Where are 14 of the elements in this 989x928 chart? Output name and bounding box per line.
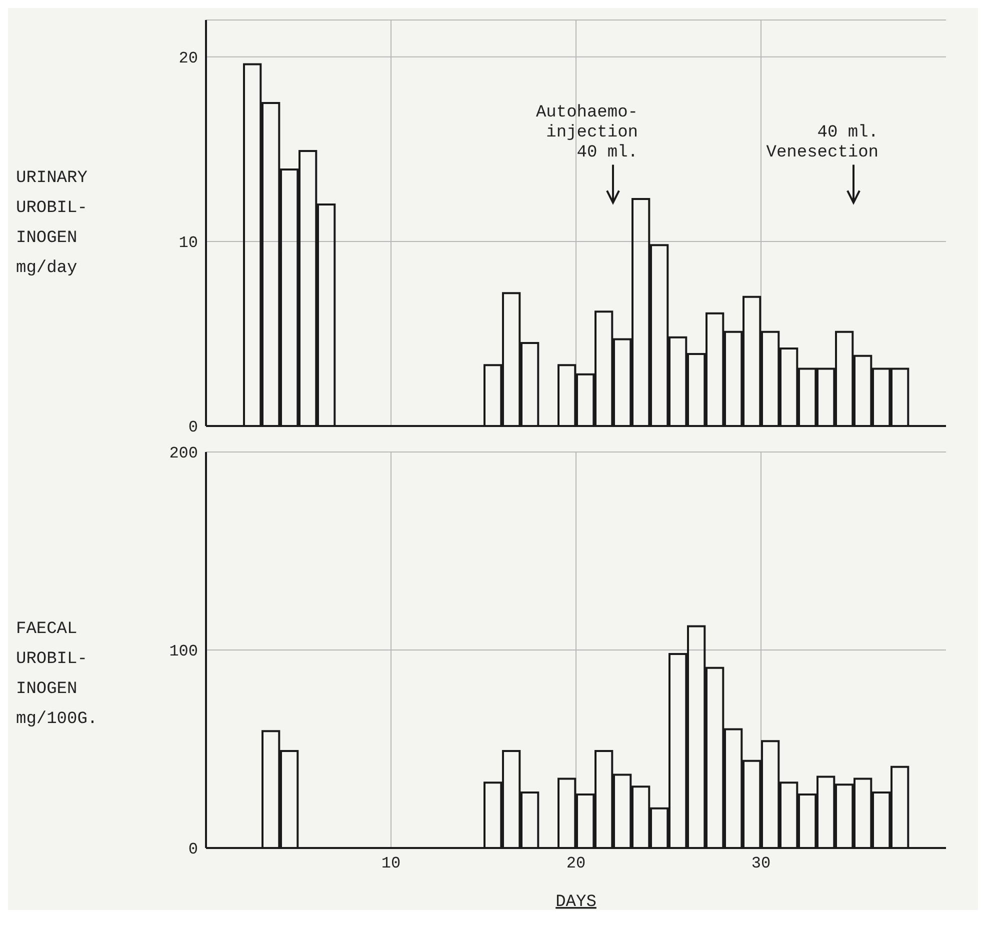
y-tick-label: 200 bbox=[169, 444, 198, 463]
x-tick-label: 30 bbox=[751, 854, 771, 872]
y-axis-title: FAECAL UROBIL- INOGEN mg/100G. bbox=[16, 619, 99, 731]
x-tick-label: 20 bbox=[566, 854, 586, 872]
y-tick-label: 0 bbox=[188, 418, 198, 437]
y-tick-label: 0 bbox=[188, 840, 198, 859]
x-axis-title: DAYS bbox=[556, 893, 596, 912]
ref-line-label: Autohaemo- injection 40 ml. bbox=[536, 104, 638, 163]
y-tick-label: 10 bbox=[178, 234, 198, 252]
y-tick-label: 20 bbox=[178, 50, 198, 68]
y-tick-label: 100 bbox=[169, 642, 198, 661]
ref-line-label: 40 ml. Venesection bbox=[766, 124, 878, 163]
x-tick-label: 10 bbox=[381, 854, 401, 872]
y-axis-title: URINARY UROBIL- INOGEN mg/day bbox=[16, 168, 88, 280]
